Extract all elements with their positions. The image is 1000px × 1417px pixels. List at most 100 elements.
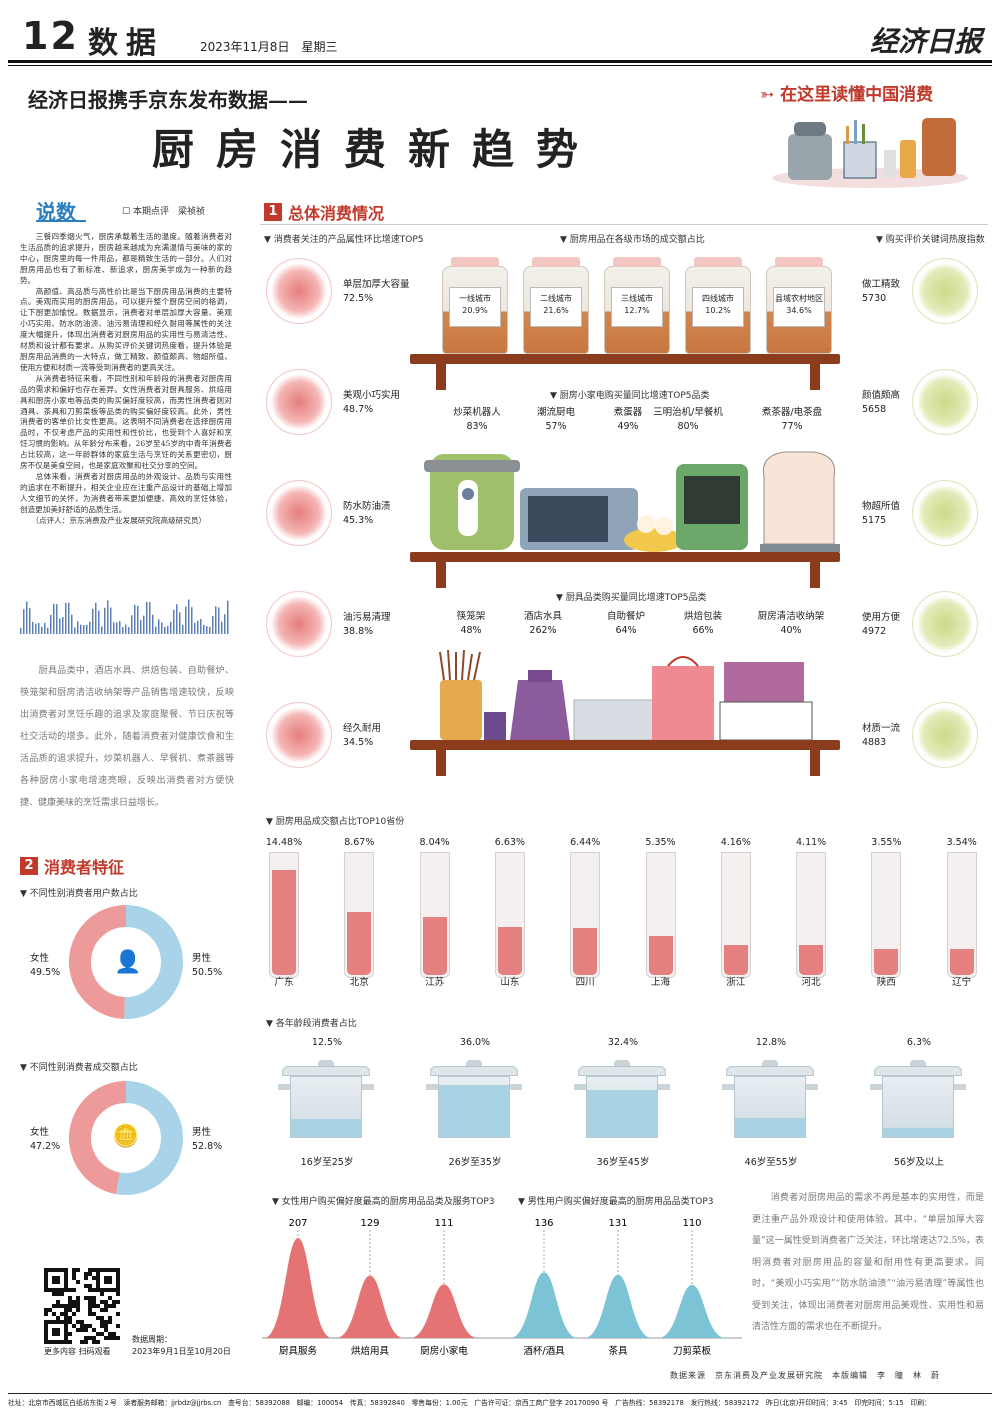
age-value: 12.5% xyxy=(311,1037,343,1048)
keyword-label: 使用方便 4972 xyxy=(862,612,901,637)
gender-amount-female: 女性 47.2% xyxy=(30,1127,61,1152)
shelf-3 xyxy=(410,740,840,750)
age-group: 46岁至55岁 xyxy=(744,1157,798,1168)
city-jar-label: 一线城市 20.9% xyxy=(449,287,501,327)
attribute-circle xyxy=(266,258,332,324)
age-level xyxy=(735,1118,805,1137)
age-value: 32.4% xyxy=(607,1037,639,1048)
preference-value: 131 xyxy=(608,1218,627,1229)
province-name: 陕西 xyxy=(876,977,896,988)
shelf-2 xyxy=(410,552,840,562)
province-bar xyxy=(573,928,598,975)
cookware-illustration xyxy=(439,650,813,741)
province-value: 3.55% xyxy=(871,837,902,848)
preference-category: 酒杯/酒具 xyxy=(523,1345,565,1357)
province-name: 江苏 xyxy=(425,977,445,988)
header-rule xyxy=(8,60,992,63)
cookware-label: 烘焙包装 66% xyxy=(683,611,722,636)
cookware-label: 酒店水具 262% xyxy=(523,611,562,636)
data-period: 数据周期： 2023年9月1日至10月20日 xyxy=(132,1335,231,1356)
donut-slice xyxy=(124,905,183,1019)
preference-chart: 207 厨具服务 129 烘焙用具 111 厨房小家电 136 酒杯/酒具 131 茶具 110 刀剪… xyxy=(262,1218,742,1357)
attribute-label: 单层加厚大容量 72.5% xyxy=(343,279,410,304)
commentary-body: 三餐四季烟火气，厨房承载着生活的温度。随着消费者对生活品质的追求提升，厨房越来越… xyxy=(20,232,232,525)
gender-users-donut xyxy=(69,905,183,1019)
age-group: 56岁及以上 xyxy=(893,1157,945,1168)
age-pot xyxy=(278,1060,374,1138)
province-bar xyxy=(723,944,748,975)
age-value: 6.3% xyxy=(906,1037,932,1048)
qr-code[interactable] xyxy=(44,1268,120,1344)
keyword-circle xyxy=(912,591,978,657)
attribute-circle xyxy=(266,369,332,435)
preference-peak xyxy=(658,1284,726,1338)
attribute-circle xyxy=(266,480,332,546)
gender-amount-donut xyxy=(69,1081,183,1195)
cookware-label: 厨房清洁收纳架 40% xyxy=(757,611,825,636)
attribute-label: 油污易清理 38.8% xyxy=(343,612,391,637)
province-value: 8.67% xyxy=(344,837,375,848)
age-level xyxy=(439,1084,509,1137)
appliance-label: 潮流厨电 57% xyxy=(536,407,575,432)
gender-users-male: 男性 50.5% xyxy=(192,953,223,978)
gender-users-female: 女性 49.5% xyxy=(30,953,61,978)
province-tube xyxy=(419,852,450,978)
province-name: 浙江 xyxy=(726,977,746,988)
age-level xyxy=(883,1127,953,1137)
province-bar xyxy=(799,945,824,975)
city-jar: 四线城市 10.2% xyxy=(685,257,751,354)
province-value: 4.16% xyxy=(720,837,751,848)
preference-value: 207 xyxy=(288,1218,307,1229)
province-tube xyxy=(570,852,601,978)
appliance-label: 煮蛋器 49% xyxy=(613,407,643,432)
gender-amount-male: 男性 52.8% xyxy=(192,1127,223,1152)
age-group: 26岁至35岁 xyxy=(448,1157,502,1168)
keyword-label: 材质一流 4883 xyxy=(862,723,901,748)
preference-category: 烘焙用具 xyxy=(351,1345,390,1357)
attribute-label: 经久耐用 34.5% xyxy=(343,723,382,748)
attribute-circle xyxy=(266,702,332,768)
donut-slice xyxy=(116,1081,183,1195)
preference-peak xyxy=(584,1274,652,1338)
keyword-circle xyxy=(912,369,978,435)
preference-value: 111 xyxy=(434,1218,453,1229)
province-name: 山东 xyxy=(500,977,520,988)
province-value: 5.35% xyxy=(645,837,676,848)
demand-summary: 消费者对厨房用品的需求不再是基本的实用性，而是更注重产品外观设计和使用体验。其中… xyxy=(752,1193,984,1332)
city-share-heading: ▼ 厨房用品在各级市场的成交额占比 xyxy=(560,235,705,245)
province-bar xyxy=(874,949,899,975)
attribute-label: 美观小巧实用 48.7% xyxy=(343,390,401,415)
city-jar-label: 三线城市 12.7% xyxy=(611,287,663,327)
preference-category: 厨房小家电 xyxy=(420,1345,468,1357)
city-jar: 二线城市 21.6% xyxy=(523,257,589,354)
province-value: 3.54% xyxy=(946,837,977,848)
footer: 社址：北京市西城区白纸坊东街２号 读者服务邮箱：jjrbdz@jjrbs.cn … xyxy=(8,1399,931,1407)
shelf-1 xyxy=(410,354,840,364)
age-value: 36.0% xyxy=(459,1037,491,1048)
appliances-heading: ▼ 厨房小家电购买量同比增速TOP5品类 xyxy=(550,391,710,401)
province-bar xyxy=(949,949,974,975)
soundwave-decoration xyxy=(20,599,229,634)
section2-heading: 2 消费者特征 xyxy=(20,854,124,878)
preference-category: 茶具 xyxy=(608,1345,628,1357)
province-name: 四川 xyxy=(575,977,595,988)
age-pot xyxy=(426,1060,522,1138)
commentary-underline xyxy=(36,220,86,222)
preference-value: 129 xyxy=(360,1218,379,1229)
kitchen-illustration xyxy=(772,118,968,188)
province-value: 6.63% xyxy=(494,837,525,848)
male-pref-heading: ▼ 男性用户购买偏好度最高的厨房用品品类TOP3 xyxy=(518,1197,714,1207)
age-group: 16岁至25岁 xyxy=(300,1157,354,1168)
preference-peak xyxy=(264,1238,332,1338)
province-tube xyxy=(720,852,751,978)
keywords-heading: ▼ 购买评价关键词热度指数 xyxy=(876,235,985,245)
age-heading: ▼ 各年龄段消费者占比 xyxy=(266,1019,357,1029)
province-name: 北京 xyxy=(349,977,369,988)
province-bar xyxy=(422,916,447,975)
appliance-label: 炒菜机器人 83% xyxy=(453,407,501,432)
age-group: 36岁至45岁 xyxy=(596,1157,650,1168)
keyword-label: 做工精致 5730 xyxy=(862,279,901,304)
qr-caption: 更多内容 扫码观看 xyxy=(44,1347,111,1356)
province-value: 4.11% xyxy=(796,837,827,848)
age-value: 12.8% xyxy=(755,1037,787,1048)
